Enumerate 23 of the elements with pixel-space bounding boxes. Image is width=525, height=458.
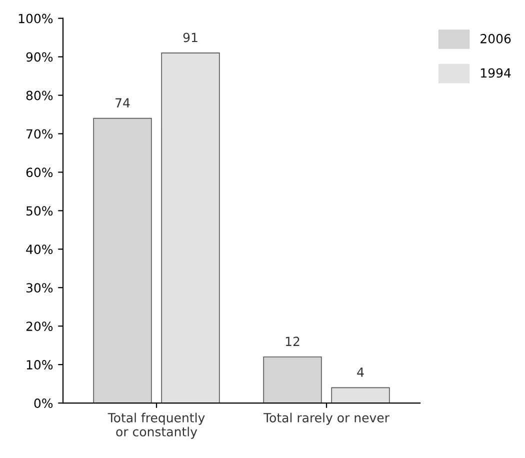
bar [93,118,152,404]
legend-label: 1994 [481,68,511,78]
y-tick-label: 100% [18,14,53,24]
y-tick-label: 70% [26,129,53,139]
y-tick-label: 20% [26,322,53,332]
y-tick-label: 10% [26,360,53,370]
data-label: 91 [183,32,198,42]
y-tick-label: 90% [26,52,53,62]
y-tick-label: 0% [34,398,53,408]
y-tick-label: 80% [26,90,53,100]
bar [263,356,322,404]
data-label: 12 [286,336,300,346]
y-tick-label: 60% [26,168,53,178]
bar [161,52,220,404]
data-label: 4 [357,368,364,377]
y-tick-label: 40% [26,244,53,254]
legend-label: 2006 [480,34,511,44]
x-tick-label: Total frequently or constantly [108,412,205,439]
x-tick-label: Total rarely or never [263,412,390,425]
bar [331,387,390,404]
y-tick-label: 30% [26,283,53,293]
y-tick-label: 50% [26,206,53,216]
data-label: 74 [116,98,130,108]
